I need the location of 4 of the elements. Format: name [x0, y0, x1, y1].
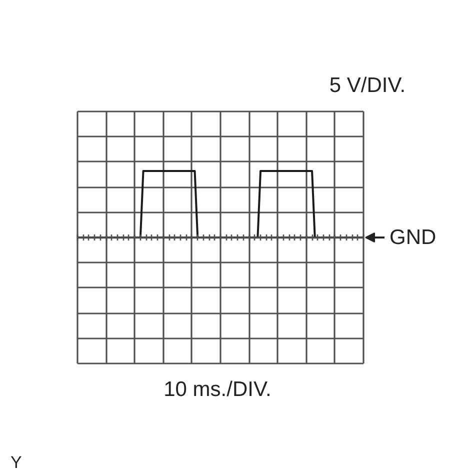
- ref-line-label: GND: [390, 226, 436, 249]
- y-axis-title: 5 V/DIV.: [329, 74, 406, 97]
- text: 10 ms./DIV.: [164, 378, 272, 401]
- text: Y: [10, 453, 22, 472]
